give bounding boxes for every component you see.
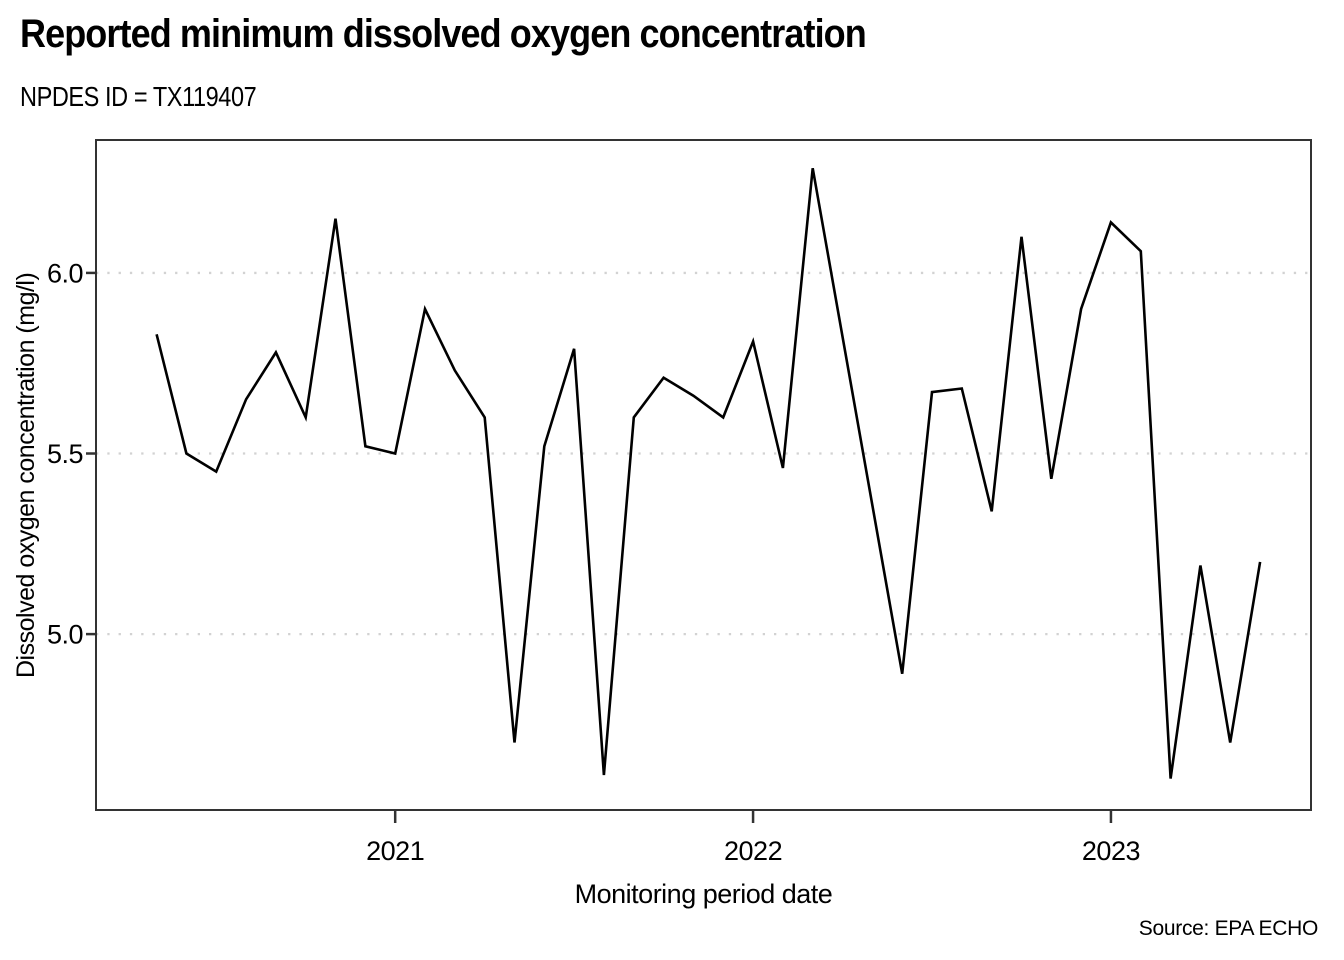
y-tick-label: 5.0 <box>47 620 83 650</box>
x-axis-title: Monitoring period date <box>574 879 833 909</box>
y-tick-label: 5.5 <box>47 439 83 469</box>
data-line <box>155 167 1262 779</box>
chart-subtitle: NPDES ID = TX119407 <box>20 81 257 112</box>
x-tick-label: 2022 <box>724 836 782 866</box>
x-tick-label: 2021 <box>366 836 424 866</box>
plot-frame <box>95 139 1312 811</box>
x-tick-label: 2023 <box>1082 836 1140 866</box>
y-tick-label: 6.0 <box>47 258 83 288</box>
source-note: Source: EPA ECHO <box>1138 917 1319 940</box>
y-axis-title: Dissolved oxygen concentration (mg/l) <box>12 272 40 678</box>
chart-title: Reported minimum dissolved oxygen concen… <box>20 12 867 56</box>
